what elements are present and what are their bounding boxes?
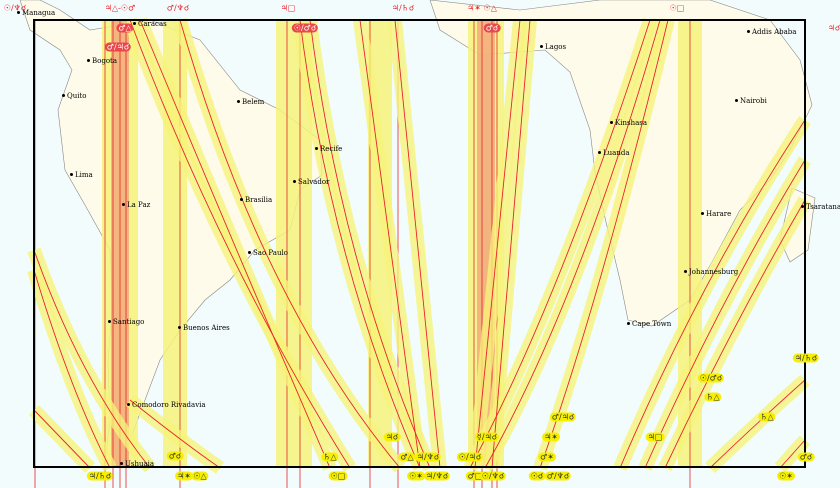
planet-line-curve [179,19,401,469]
city-label: Addis Ababa [746,28,797,36]
planet-line-curve [129,19,351,469]
city-label: Kinshasa [609,119,648,127]
line-label: ♃✶ [542,432,560,442]
line-label-top: ♃✶ ☉△ [467,3,497,13]
planet-line-curve [709,379,806,469]
planet-line-curve [469,19,651,469]
line-label-right: ♃☌ [827,23,840,33]
line-label: ♃☌ [383,432,401,442]
planet-line-curve [129,399,221,469]
line-label-top: ☉□ [669,3,685,13]
line-label: ☉/♃☌ [456,452,484,462]
line-label-top: ♃□ [280,3,296,13]
line-label-bottom: ♃✶ [175,471,193,481]
city-label: Quito [62,92,87,100]
city-label: Recife [314,145,343,153]
map-frame [33,19,806,468]
line-label: ♄△ [704,392,722,402]
line-label: ♂△ [398,452,416,462]
planet-line-curve [491,19,531,469]
planet-line-curve [619,119,806,469]
city-label: Harare [700,210,732,218]
line-label: ♃/♄☌ [792,353,820,363]
city-label: Managua [16,9,56,17]
city-label: Salvador [292,178,330,186]
city-label: Santiago [107,318,145,326]
planet-line-curve [394,19,441,469]
line-label-bottom: ♂□ [465,471,485,481]
city-label: Brasilia [239,196,273,204]
planet-line-curve [359,19,421,469]
planet-line-curve [779,439,806,469]
city-label: Cape Town [626,320,672,328]
planet-line-curve [644,159,806,469]
planet-line-curve [33,269,111,469]
line-label-bottom: ☉△ [191,471,209,481]
band-curve [27,267,117,472]
line-label-top: ☉/♆☌ [3,3,27,13]
line-label-inner: ♂☌ [483,23,501,33]
line-label: ☉/♂☌ [697,373,725,383]
line-label-bottom: ☉✶ [407,471,425,481]
planet-line-curve [139,19,331,469]
planet-line-curve [299,19,421,469]
city-label: Caracas [133,20,167,28]
line-label-bottom: ☉/♆☌ [479,471,507,481]
planet-line-curve [664,199,806,469]
city-label: Nairobi [735,97,767,105]
line-label: ♄△ [321,452,339,462]
planet-line-curve [33,249,151,469]
city-label: Luanda [598,149,630,157]
line-label: ♂☌ [166,451,184,461]
line-label: ♂☌ [797,452,815,462]
city-label: Johannesburg [683,268,739,276]
line-label-top: ♂/♆☌ [166,3,190,13]
line-label: ♄△ [758,412,776,422]
line-label-top: ♃/♄☌ [391,3,415,13]
line-label: ♂/♃☌ [549,412,577,422]
line-label-bottom: ☉☌ [528,471,546,481]
line-label-inner: ♂△ [116,23,134,33]
city-label: Ushuaia [119,460,155,468]
line-label-top: ♃△-☉♂ [104,3,136,13]
line-label: ♂✶ [538,452,556,462]
line-label-bottom: ☉□ [328,471,348,481]
city-label: Belem [236,98,265,106]
planet-line-curve [484,19,661,469]
line-label-bottom: ♂/♆☌ [544,471,572,481]
line-label-bottom: ☉✶ [777,471,795,481]
city-label: Comodoro Rivadavia [127,401,206,409]
planet-line-curve [33,409,91,469]
city-label: La Paz [121,201,151,209]
line-label: ☿/♃☌ [474,432,500,442]
line-label: ♃□ [645,432,665,442]
city-label: Lagos [539,43,567,51]
city-label: Sao Paulo [248,249,288,257]
planet-line-curve [309,19,431,469]
city-label: Tsaratanana [801,203,840,211]
line-label: ♃/♆☌ [414,452,442,462]
city-label: Lima [70,171,93,179]
city-label: Buenos Aires [178,324,230,332]
city-label: Bogota [86,57,118,65]
line-label-bottom: ♃/♆☌ [423,471,451,481]
line-label-bottom: ♃/♄☌ [86,471,114,481]
planet-line-curve [474,19,521,469]
line-label-inner: ♂/♃☌ [104,42,132,52]
line-label-inner: ☉/♂☌ [291,23,319,33]
